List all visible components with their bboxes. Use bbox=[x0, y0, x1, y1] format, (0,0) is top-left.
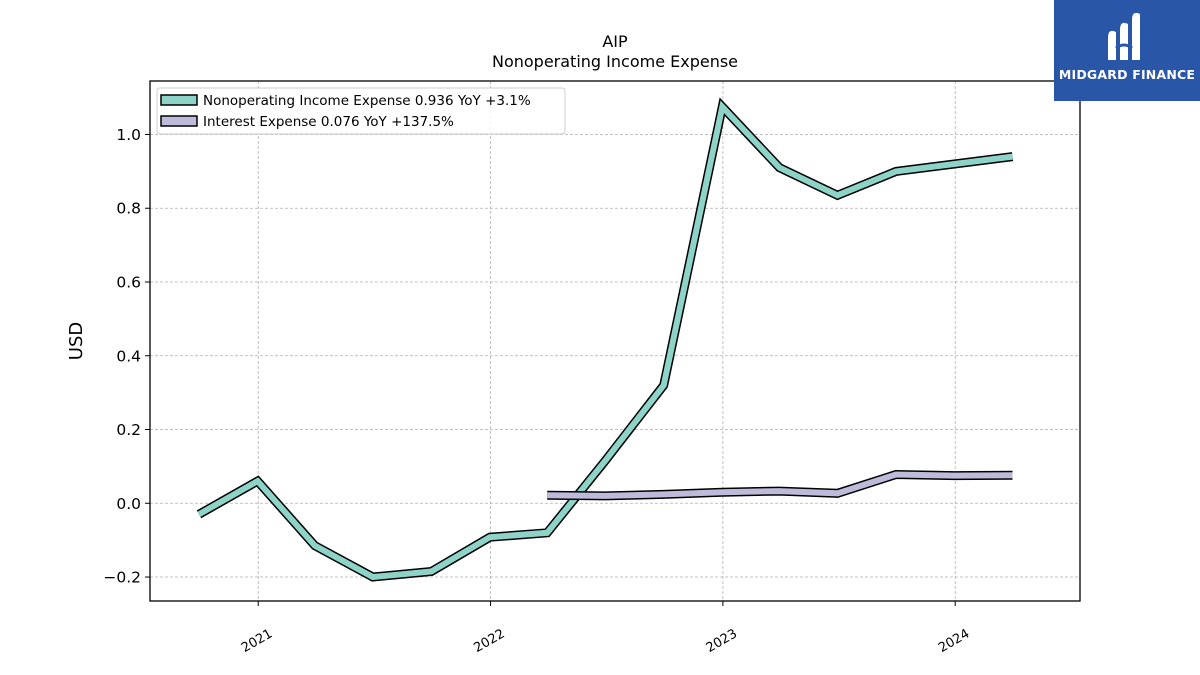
series-line-outline bbox=[196, 97, 1014, 582]
legend-label: Nonoperating Income Expense 0.936 YoY +3… bbox=[203, 93, 531, 109]
brand-mark-icon bbox=[1108, 12, 1140, 60]
chart-subtitle: Nonoperating Income Expense bbox=[492, 52, 738, 71]
plot-frame bbox=[149, 80, 1081, 602]
chart-title: AIP bbox=[602, 32, 628, 51]
x-tick-label: 2023 bbox=[704, 626, 740, 656]
series-0 bbox=[196, 97, 1014, 582]
y-tick-label: 0.2 bbox=[116, 421, 141, 439]
legend-label: Interest Expense 0.076 YoY +137.5% bbox=[203, 114, 454, 130]
x-tick-label: 2024 bbox=[936, 626, 972, 656]
series-line bbox=[547, 471, 1013, 499]
brand-logo: MIDGARD FINANCE bbox=[1054, 0, 1200, 101]
brand-name: MIDGARD FINANCE bbox=[1058, 67, 1196, 82]
axis-layer: −0.2 0.0 0.2 0.4 0.6 0.8 1.0 2021 2022 2023 2024 bbox=[103, 126, 972, 656]
y-tick-label: 0.8 bbox=[116, 200, 141, 218]
y-tick-label: −0.2 bbox=[103, 569, 141, 587]
series-layer bbox=[196, 97, 1014, 582]
y-axis-label: USD bbox=[66, 322, 87, 360]
y-tick-label: 0.4 bbox=[116, 347, 141, 365]
y-tick-label: 0.6 bbox=[116, 273, 141, 291]
x-tick-label: 2022 bbox=[471, 626, 507, 656]
x-tick-label: 2021 bbox=[239, 626, 275, 656]
legend-swatch bbox=[160, 94, 198, 106]
y-tick-label: 1.0 bbox=[116, 126, 141, 144]
legend-frame bbox=[156, 87, 566, 135]
legend-swatch bbox=[160, 115, 198, 127]
legend: Nonoperating Income Expense 0.936 YoY +3… bbox=[156, 87, 566, 135]
series-1 bbox=[547, 469, 1013, 501]
y-tick-label: 0.0 bbox=[116, 495, 141, 513]
